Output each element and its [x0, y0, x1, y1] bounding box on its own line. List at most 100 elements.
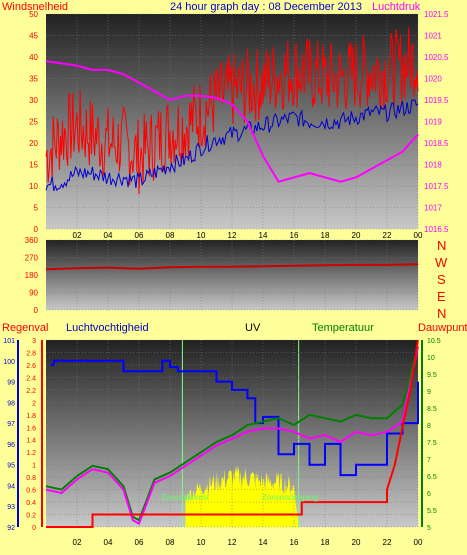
humidity-y-tick-2: 94	[7, 483, 15, 490]
wind-y-tick-5: 25	[29, 118, 38, 127]
rain-y-tick-5: 1	[32, 463, 36, 470]
wind-x-tick-3: 08	[166, 231, 175, 240]
temp-y-tick-11: 10.5	[427, 338, 441, 345]
rain-y-tick-15: 3	[32, 338, 36, 345]
wind-y-tick-1: 5	[34, 204, 39, 213]
rain-axis-title: Regenval	[2, 322, 48, 334]
wind-gust-line	[45, 27, 419, 195]
temperature-y-ticks: 5 5.5 6 6.5 7 7.5 8 8.5 9 9.5 10 10.5	[421, 338, 441, 532]
rain-y-tick-1: 0.2	[26, 513, 36, 520]
dewpoint-line	[45, 346, 419, 526]
wind-y-tick-4: 20	[29, 139, 38, 148]
rain-y-tick-9: 1.8	[26, 413, 36, 420]
temp-y-tick-0: 5	[427, 525, 431, 532]
uv-fill	[185, 465, 299, 527]
compass-letters: N W S E N	[435, 238, 448, 321]
wind-x-tick-10: 22	[383, 231, 392, 240]
low-x-tick-8: 18	[321, 538, 330, 547]
low-x-tick-10: 22	[383, 538, 392, 547]
pressure-y-tick-9: 1021	[424, 32, 442, 41]
temp-y-tick-9: 9.5	[427, 372, 437, 379]
humidity-y-tick-0: 92	[7, 525, 15, 532]
low-x-tick-2: 06	[135, 538, 144, 547]
temp-y-tick-8: 9	[427, 389, 431, 396]
rain-y-tick-3: 0.6	[26, 488, 36, 495]
wind-direction-series	[45, 263, 419, 271]
temp-y-tick-3: 6.5	[427, 474, 437, 481]
pressure-y-tick-1: 1017	[424, 204, 442, 213]
temp-y-tick-10: 10	[427, 355, 435, 362]
wind-average-line	[45, 99, 419, 192]
uv-title: UV	[245, 322, 261, 334]
rain-y-tick-14: 2.8	[26, 350, 36, 357]
humidity-y-ticks: 92 93 94 95 96 97 98 99 100 101	[3, 338, 19, 532]
pressure-y-ticks: 1016.5 1017 1017.5 1018 1018.5 1019 1019.5 1020…	[424, 10, 449, 234]
humidity-y-tick-6: 98	[7, 400, 15, 407]
wind-y-tick-8: 40	[29, 53, 38, 62]
wind-x-tick-4: 10	[197, 231, 206, 240]
wind-speed-axis-title: Windsnelheid	[2, 1, 68, 13]
pressure-y-tick-5: 1019	[424, 118, 442, 127]
low-x-tick-0: 02	[73, 538, 82, 547]
humidity-title: Luchtvochtigheid	[66, 322, 149, 334]
temp-y-tick-7: 8.5	[427, 406, 437, 413]
pressure-y-tick-7: 1020	[424, 75, 442, 84]
wind-y-tick-0: 0	[34, 225, 39, 234]
dewpoint-title: Dauwpunt	[418, 322, 467, 334]
low-x-tick-9: 20	[352, 538, 361, 547]
low-x-tick-7: 16	[290, 538, 299, 547]
rain-y-ticks: 0 0.2 0.4 0.6 0.8 1 1.2 1.4 1.6 1.8 2 2.2 2.4 2.6 2.8 3	[26, 338, 43, 532]
rain-y-tick-13: 2.6	[26, 363, 36, 370]
wind-y-tick-9: 45	[29, 32, 38, 41]
humidity-y-tick-3: 95	[7, 463, 15, 470]
low-x-tick-1: 04	[104, 538, 113, 547]
wind-pressure-series	[45, 27, 419, 195]
temp-y-tick-6: 8	[427, 423, 431, 430]
humidity-y-tick-9: 101	[3, 338, 15, 345]
wind-y-tick-3: 15	[29, 161, 38, 170]
wind-x-tick-2: 06	[135, 231, 144, 240]
wind-x-tick-5: 12	[228, 231, 237, 240]
temp-y-tick-4: 7	[427, 457, 431, 464]
pressure-y-tick-8: 1020.5	[424, 53, 449, 62]
rain-y-tick-4: 0.8	[26, 475, 36, 482]
rain-y-tick-10: 2	[32, 400, 36, 407]
sunrise-label: Zonsopkomst	[161, 493, 210, 502]
humidity-line	[50, 359, 419, 477]
sunset-label: Zonsondergang	[262, 493, 318, 502]
wind-direction-grid	[46, 239, 419, 311]
low-x-tick-4: 10	[197, 538, 206, 547]
chart-title: 24 hour graph day : 08 December 2013	[170, 1, 362, 13]
pressure-axis-title: Luchtdruk	[372, 1, 421, 13]
pressure-y-tick-2: 1017.5	[424, 182, 449, 191]
temp-y-tick-5: 7.5	[427, 440, 437, 447]
lower-series	[45, 339, 419, 528]
compass-letter-e: E	[437, 289, 446, 304]
dir-y-tick-3: 270	[25, 254, 39, 263]
wind-direction-y-ticks: 0 90 180 270 360	[25, 236, 39, 315]
humidity-y-tick-5: 97	[7, 421, 15, 428]
temperature-title: Temperatuur	[312, 322, 374, 334]
wind-x-tick-8: 18	[321, 231, 330, 240]
compass-letter-n-top: N	[437, 238, 446, 253]
rain-y-tick-11: 2.2	[26, 388, 36, 395]
low-x-tick-5: 12	[228, 538, 237, 547]
humidity-y-tick-7: 99	[7, 380, 15, 387]
low-x-tick-11: 00	[414, 538, 423, 547]
wind-x-tick-6: 14	[259, 231, 268, 240]
rain-y-tick-6: 1.2	[26, 450, 36, 457]
compass-letter-n-bottom: N	[437, 306, 446, 321]
wind-speed-y-ticks: 0 5 10 15 20 25 30 35 40 45 50	[29, 10, 38, 234]
wind-x-tick-0: 02	[73, 231, 82, 240]
pressure-y-tick-6: 1019.5	[424, 96, 449, 105]
rain-line	[46, 339, 419, 528]
rain-y-tick-7: 1.4	[26, 438, 36, 445]
dir-y-tick-1: 90	[29, 289, 38, 298]
rain-y-tick-8: 1.6	[26, 425, 36, 432]
humidity-y-tick-1: 93	[7, 504, 15, 511]
dir-y-tick-0: 0	[34, 306, 39, 315]
temperature-line	[45, 346, 419, 522]
wind-y-tick-6: 30	[29, 96, 38, 105]
wind-x-tick-7: 16	[290, 231, 299, 240]
